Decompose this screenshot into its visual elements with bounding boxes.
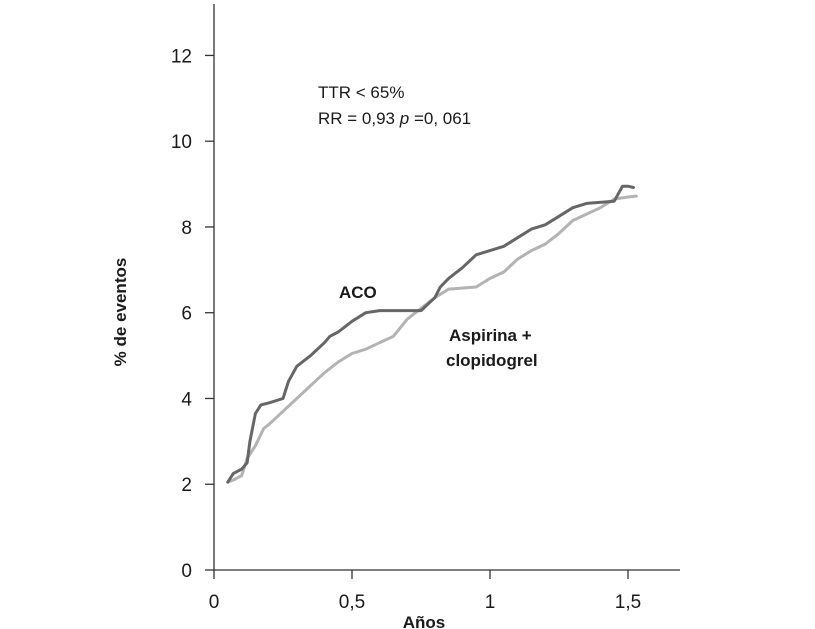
y-tick-label: 2 xyxy=(181,475,192,496)
series-line-aspirina-clopidogrel xyxy=(226,194,638,484)
y-tick-label: 12 xyxy=(171,46,192,67)
y-tick-label: 4 xyxy=(181,389,192,410)
y-tick-label: 10 xyxy=(171,132,192,153)
x-axis-title: Años xyxy=(403,613,446,629)
series-label-aco: ACO xyxy=(339,283,377,302)
y-axis-title: % de eventos xyxy=(111,258,130,367)
annotation-line-2: RR = 0,93 p =0, 061 xyxy=(318,109,471,128)
annotation-rr: RR = 0,93 xyxy=(318,109,400,128)
series-layer xyxy=(226,184,638,484)
y-tick-label: 8 xyxy=(181,218,192,239)
annotation-line-1: TTR < 65% xyxy=(318,83,404,102)
annotation-p-value: =0, 061 xyxy=(409,109,471,128)
x-tick-label: 1 xyxy=(485,592,496,613)
y-tick-label: 6 xyxy=(181,304,192,325)
x-ticks: 0 0,5 1 1,5 xyxy=(209,570,641,613)
x-tick-label: 0 xyxy=(209,592,220,613)
series-label-aspirina-line-1: Aspirina + xyxy=(449,326,532,345)
x-tick-label: 0,5 xyxy=(339,592,365,613)
annotation-p-italic: p xyxy=(399,109,409,128)
y-ticks: 0 2 4 6 8 10 12 xyxy=(171,46,214,582)
y-tick-label: 0 xyxy=(181,561,192,582)
x-tick-label: 1,5 xyxy=(615,592,641,613)
series-label-aspirina-line-2: clopidogrel xyxy=(446,351,538,370)
series-line-aco xyxy=(226,184,635,484)
axes: 0 2 4 6 8 10 12 0 0,5 1 1,5 xyxy=(171,4,680,613)
